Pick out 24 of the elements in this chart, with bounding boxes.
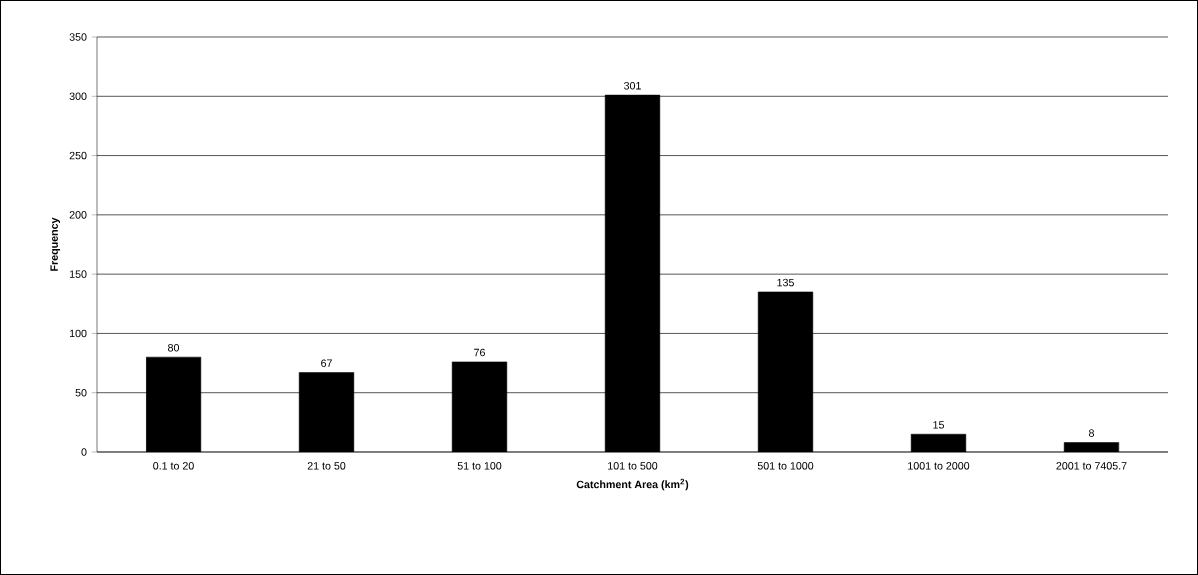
y-tick-label: 150: [69, 270, 87, 278]
y-tick-label: 350: [69, 33, 87, 41]
y-tick-label: 200: [69, 211, 87, 219]
y-tick-label: 0: [81, 448, 87, 456]
y-tick-label: 100: [69, 329, 87, 338]
data-label: 135: [777, 278, 794, 287]
data-label: 80: [168, 343, 180, 352]
data-label: 67: [321, 359, 332, 367]
x-axis-title: Catchment Area (km$^{2}$): [576, 478, 689, 491]
x-tick-label: 21 to 50: [307, 462, 346, 470]
y-axis-title: Frequency: [50, 217, 61, 271]
data-label: 8: [1089, 429, 1094, 437]
x-tick-label: 51 to 100: [457, 462, 502, 470]
x-tick-label: 101 to 500: [608, 462, 658, 470]
data-label: 301: [624, 81, 641, 90]
x-tick-label: 0.1 to 20: [153, 462, 194, 470]
data-label: 15: [933, 421, 944, 429]
x-tick-label: 1001 to 2000: [908, 462, 970, 470]
x-tick-label: 501 to 1000: [757, 462, 814, 470]
data-label: 76: [474, 348, 485, 357]
y-tick-label: 250: [69, 151, 87, 160]
x-tick-label: 2001 to 7405.7: [1056, 462, 1127, 470]
y-tick-label: 300: [69, 92, 87, 101]
y-tick-label: 50: [75, 388, 87, 397]
